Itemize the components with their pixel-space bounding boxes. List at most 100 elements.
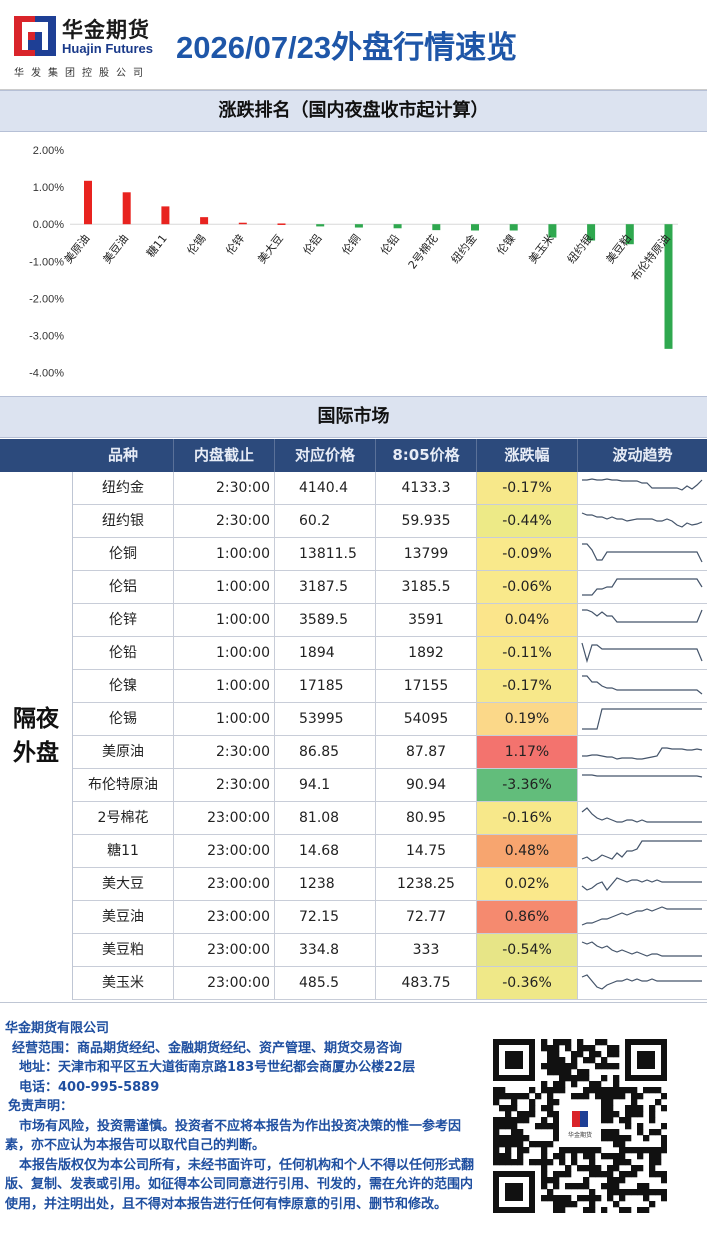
x-category-label: 纽约银 (564, 231, 595, 266)
sparkline-path (581, 974, 702, 990)
cell-p1: 14.68 (275, 835, 376, 867)
table-row: 美玉米 23:00:00 485.5 483.75 -0.36% (73, 967, 707, 1000)
x-category-label: 伦镍 (493, 231, 518, 257)
table-section-title: 国际市场 (0, 396, 707, 438)
cell-chg: -0.17% (477, 472, 578, 504)
x-category-label: 美豆粕 (603, 231, 634, 266)
bar (471, 224, 479, 231)
bar (122, 192, 131, 225)
cell-name: 美玉米 (73, 967, 174, 999)
huajin-logo-icon (14, 16, 56, 56)
cell-name: 糖11 (73, 835, 174, 867)
sparkline-path (581, 512, 703, 528)
cell-chg: -0.17% (477, 670, 578, 702)
cell-p1: 485.5 (275, 967, 376, 999)
cell-p2: 3185.5 (376, 571, 477, 603)
cell-time: 2:30:00 (174, 472, 275, 504)
sparkline-path (581, 877, 702, 892)
cell-p2: 333 (376, 934, 477, 966)
cell-p1: 94.1 (275, 769, 376, 801)
cell-time: 1:00:00 (174, 670, 275, 702)
cell-p1: 1238 (275, 868, 376, 900)
table-row: 伦铜 1:00:00 13811.5 13799 -0.09% (73, 538, 707, 571)
cell-name: 纽约金 (73, 472, 174, 504)
x-category-label: 糖11 (143, 231, 169, 259)
cell-time: 23:00:00 (174, 802, 275, 834)
x-category-label: 美原油 (61, 231, 92, 266)
cell-time: 23:00:00 (174, 868, 275, 900)
sparkline-path (582, 478, 703, 491)
cell-chg: -0.54% (477, 934, 578, 966)
table-header: 品种 内盘截止 对应价格 8:05价格 涨跌幅 波动趋势 (0, 439, 707, 472)
bar (625, 224, 634, 245)
sparkline-path (581, 840, 702, 862)
table-row: 伦锡 1:00:00 53995 54095 0.19% (73, 703, 707, 736)
cell-p2: 72.77 (376, 901, 477, 933)
table-row: 美豆粕 23:00:00 334.8 333 -0.54% (73, 934, 707, 967)
sparkline-path (582, 708, 702, 730)
cell-p1: 72.15 (275, 901, 376, 933)
bar (161, 206, 170, 225)
cell-p2: 483.75 (376, 967, 477, 999)
sparkline-path (581, 642, 703, 664)
sparkline-path (582, 675, 703, 695)
table-row: 布伦特原油 2:30:00 94.1 90.94 -3.36% (73, 769, 707, 802)
company-subtitle: 华发集团控股公司 (14, 68, 150, 79)
cell-p2: 1238.25 (376, 868, 477, 900)
sparkline-path (581, 941, 702, 957)
sparkline-path (582, 747, 703, 760)
bar (548, 224, 557, 238)
cell-chg: -0.11% (477, 637, 578, 669)
cell-name: 纽约银 (73, 505, 174, 537)
x-category-label: 伦锡 (184, 231, 209, 257)
header-trend: 波动趋势 (612, 446, 673, 464)
bar (277, 223, 286, 225)
sparkline-path (581, 906, 702, 926)
footer-text: 华金期货有限公司 经营范围：商品期货经纪、金融期货经纪、资产管理、期货交易咨询 … (5, 1019, 475, 1214)
cell-name: 伦铅 (73, 637, 174, 669)
header-change: 涨跌幅 (477, 439, 578, 472)
x-category-label: 美豆油 (100, 231, 131, 266)
report-header: 华金期货 Huajin Futures 华发集团控股公司 2026/07/23外… (0, 0, 707, 90)
table-row: 伦锌 1:00:00 3589.5 3591 0.04% (73, 604, 707, 637)
cell-p2: 59.935 (376, 505, 477, 537)
cell-chg: 0.86% (477, 901, 578, 933)
y-tick-label: -4.00% (29, 368, 64, 380)
cell-p2: 3591 (376, 604, 477, 636)
cell-p1: 86.85 (275, 736, 376, 768)
x-category-label: 美玉米 (526, 232, 557, 266)
cell-p1: 53995 (275, 703, 376, 735)
cell-p1: 1894 (275, 637, 376, 669)
table-row: 美原油 2:30:00 86.85 87.87 1.17% (73, 736, 707, 769)
table-row: 美豆油 23:00:00 72.15 72.77 0.86% (73, 901, 707, 934)
footer-disclaimer-1: 市场有风险，投资需谨慎。投资者不应将本报告为作出投资决策的惟一参考因素，亦不应认… (5, 1118, 462, 1154)
cell-time: 23:00:00 (174, 967, 275, 999)
table-row: 伦镍 1:00:00 17185 17155 -0.17% (73, 670, 707, 703)
overnight-label-text: 隔夜外盘 (13, 706, 59, 766)
cell-chg: -0.44% (477, 505, 578, 537)
cell-p1: 17185 (275, 670, 376, 702)
footer-address: 地址：天津市和平区五大道街南京路183号世纪都会商厦办公楼22层 (19, 1060, 416, 1075)
x-category-label: 伦铜 (339, 231, 364, 257)
cell-time: 23:00:00 (174, 835, 275, 867)
cell-chg: 1.17% (477, 736, 578, 768)
cell-p2: 1892 (376, 637, 477, 669)
qr-code: 华金期货 (493, 1039, 667, 1213)
header-price: 对应价格 (275, 439, 376, 472)
trend-sparkline (578, 637, 707, 669)
chart-section-title: 涨跌排名（国内夜盘收市起计算） (0, 90, 707, 132)
cell-p2: 54095 (376, 703, 477, 735)
footer-scope: 经营范围：商品期货经纪、金融期货经纪、资产管理、期货交易咨询 (12, 1040, 403, 1056)
table-row: 纽约银 2:30:00 60.2 59.935 -0.44% (73, 505, 707, 538)
table-row: 伦铝 1:00:00 3187.5 3185.5 -0.06% (73, 571, 707, 604)
cell-time: 1:00:00 (174, 571, 275, 603)
cell-p2: 4133.3 (376, 472, 477, 504)
table-row: 2号棉花 23:00:00 81.08 80.95 -0.16% (73, 802, 707, 835)
company-name-en: Huajin Futures (62, 41, 154, 56)
footer-disclaimer-2: 本报告版权仅为本公司所有，未经书面许可，任何机构和个人不得以任何形式翻版、复制、… (5, 1157, 475, 1212)
bar (238, 222, 247, 225)
footer-phone: 电话：400-995-5889 (19, 1079, 160, 1095)
footer: 华金期货有限公司 经营范围：商品期货经纪、金融期货经纪、资产管理、期货交易咨询 … (0, 1002, 707, 1259)
cell-name: 美豆油 (73, 901, 174, 933)
x-category-label: 纽约金 (448, 231, 479, 266)
